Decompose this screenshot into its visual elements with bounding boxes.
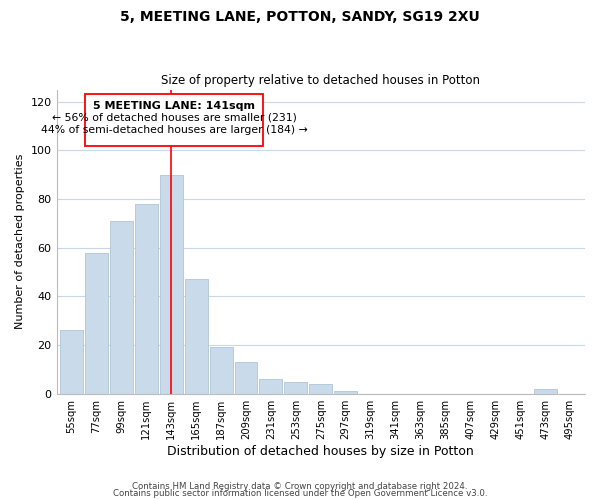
Bar (259, 379, 283, 394)
Text: Contains public sector information licensed under the Open Government Licence v3: Contains public sector information licen… (113, 490, 487, 498)
Title: Size of property relative to detached houses in Potton: Size of property relative to detached ho… (161, 74, 480, 87)
Y-axis label: Number of detached properties: Number of detached properties (15, 154, 25, 330)
Bar (60, 330, 83, 394)
Text: 44% of semi-detached houses are larger (184) →: 44% of semi-detached houses are larger (… (41, 125, 308, 135)
Bar (310, 384, 332, 394)
Bar (110, 221, 133, 394)
X-axis label: Distribution of detached houses by size in Potton: Distribution of detached houses by size … (167, 444, 474, 458)
Text: 5, MEETING LANE, POTTON, SANDY, SG19 2XU: 5, MEETING LANE, POTTON, SANDY, SG19 2XU (120, 10, 480, 24)
Bar (185, 280, 208, 394)
Bar (533, 389, 557, 394)
Bar (135, 204, 158, 394)
Bar (334, 392, 357, 394)
Bar (209, 348, 233, 394)
Bar (160, 174, 182, 394)
Bar (284, 382, 307, 394)
Text: 5 MEETING LANE: 141sqm: 5 MEETING LANE: 141sqm (94, 100, 256, 110)
Text: Contains HM Land Registry data © Crown copyright and database right 2024.: Contains HM Land Registry data © Crown c… (132, 482, 468, 491)
Bar (85, 252, 108, 394)
Bar (235, 362, 257, 394)
Text: ← 56% of detached houses are smaller (231): ← 56% of detached houses are smaller (23… (52, 112, 297, 122)
FancyBboxPatch shape (85, 94, 263, 146)
